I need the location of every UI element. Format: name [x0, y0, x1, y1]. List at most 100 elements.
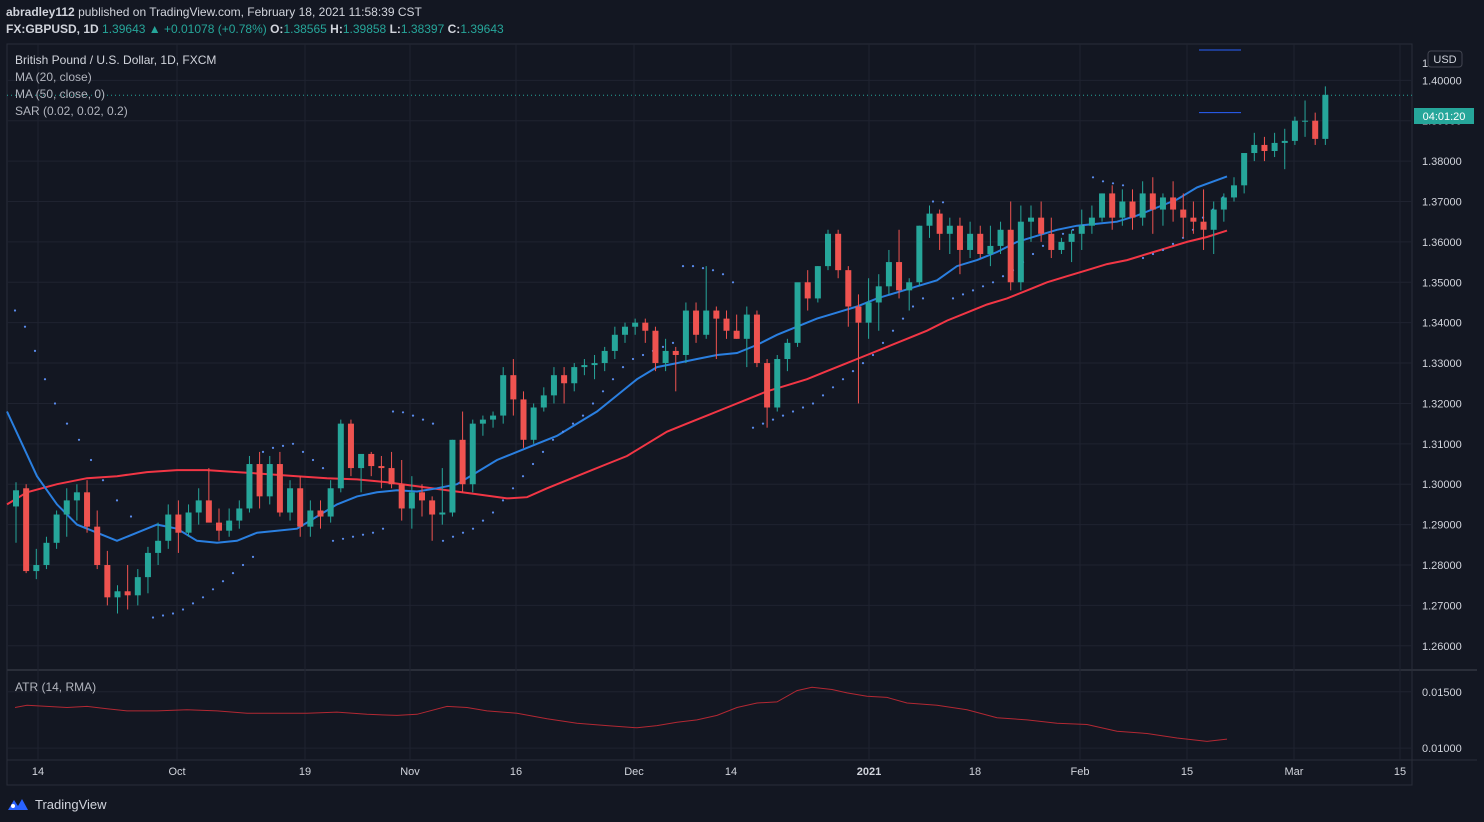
candle	[63, 488, 70, 537]
candle	[672, 346, 679, 392]
candle	[561, 367, 568, 404]
candle	[1099, 193, 1106, 222]
candle-body	[1007, 229, 1014, 283]
candle	[175, 500, 182, 553]
candle-body	[723, 318, 730, 331]
candle-body	[1220, 197, 1227, 210]
legend-atr[interactable]: ATR (14, RMA)	[15, 680, 97, 694]
candle	[1058, 237, 1065, 254]
sar-dot	[761, 422, 765, 425]
candle	[479, 415, 486, 436]
candle-body	[1180, 209, 1187, 218]
sar-dot	[951, 297, 955, 300]
sar-dot	[271, 446, 275, 449]
sar-dot	[561, 430, 565, 433]
candle-body	[774, 359, 781, 408]
price-tick-label: 1.37000	[1422, 196, 1462, 208]
time-tick-label: Feb	[1071, 766, 1090, 778]
candle-body	[1291, 120, 1298, 141]
tradingview-brand[interactable]: TradingView	[35, 796, 107, 812]
sar-dot	[161, 614, 165, 617]
candle	[358, 453, 365, 493]
sar-dot	[811, 402, 815, 405]
candle	[530, 403, 537, 444]
candle	[469, 419, 476, 493]
sar-dot	[1111, 182, 1115, 185]
tradingview-logo-icon[interactable]	[6, 796, 30, 812]
sar-dot	[961, 293, 965, 296]
price-tick-label: 1.35000	[1422, 277, 1462, 289]
candle	[1251, 132, 1258, 162]
candle	[967, 221, 974, 259]
open-label: O:	[270, 22, 284, 36]
candle-body	[1149, 193, 1156, 210]
legend-sar[interactable]: SAR (0.02, 0.02, 0.2)	[15, 104, 128, 118]
candle	[195, 488, 202, 525]
candle-body	[114, 591, 121, 598]
sar-dot	[421, 418, 425, 421]
time-axis[interactable]: 14 Oct 19 Nov 16 Dec 14 2021 18 Feb 15 Mar 15	[32, 766, 1406, 778]
candle	[885, 249, 892, 295]
candle-body	[510, 375, 517, 400]
sar-dot	[691, 265, 695, 268]
candle-body	[906, 282, 913, 291]
legend-title[interactable]: British Pound / U.S. Dollar, 1D, FXCM	[15, 53, 217, 67]
legend-ma20[interactable]: MA (20, close)	[15, 70, 92, 84]
currency-badge[interactable]: USD	[1427, 50, 1463, 68]
candle-body	[276, 464, 283, 513]
candle-body	[1159, 197, 1166, 210]
sar-dot	[23, 325, 27, 328]
candle-body	[713, 310, 720, 319]
candle	[327, 480, 334, 523]
sar-dot	[501, 499, 505, 502]
candle	[723, 310, 730, 339]
sar-dot	[981, 285, 985, 288]
sar-dot	[381, 527, 385, 530]
candle-body	[764, 363, 771, 408]
currency-label: USD	[1433, 54, 1456, 66]
interval-label: 1D	[83, 22, 99, 36]
candle-body	[236, 508, 243, 521]
candle	[1210, 201, 1217, 254]
candle	[571, 363, 578, 392]
candle-body	[1200, 221, 1207, 230]
sar-dot	[541, 450, 545, 453]
sar-dot	[431, 422, 435, 425]
candle-body	[581, 365, 588, 368]
sar-dot	[13, 309, 17, 312]
countdown-label: 04:01:20	[1423, 111, 1466, 123]
price-axis[interactable]: 1.400001.390001.380001.370001.360001.350…	[1422, 58, 1462, 755]
candle	[165, 504, 172, 549]
sar-dot	[191, 602, 195, 605]
candle	[1322, 86, 1329, 145]
candle	[1200, 189, 1207, 250]
candle-body	[632, 322, 639, 327]
sar-dot	[1171, 242, 1175, 245]
candle-body	[368, 453, 375, 467]
sar-dot	[411, 414, 415, 417]
candle-body	[520, 399, 527, 440]
sar-dot	[1001, 275, 1005, 278]
candle-body	[347, 423, 354, 469]
candle-body	[693, 310, 700, 335]
sar-dot	[371, 531, 375, 534]
legend-ma50[interactable]: MA (50, close, 0)	[15, 87, 106, 101]
candle-body	[53, 514, 60, 543]
candle	[936, 209, 943, 250]
candle-body	[1017, 221, 1024, 283]
candle	[794, 282, 801, 347]
author-name[interactable]: abradley112	[6, 5, 75, 19]
symbol-label: FX:GBPUSD,	[6, 22, 81, 36]
candle	[500, 367, 507, 424]
sar-dot	[311, 458, 315, 462]
sar-dot	[291, 442, 295, 445]
candle-body	[1210, 209, 1217, 230]
candle	[1038, 201, 1045, 242]
sar-dot	[201, 596, 205, 599]
candle-body	[479, 419, 486, 424]
price-tick-label: 1.27000	[1422, 600, 1462, 612]
time-tick-label: 18	[969, 766, 981, 778]
candle	[368, 451, 375, 477]
published-text: published on TradingView.com, February 1…	[78, 5, 422, 19]
